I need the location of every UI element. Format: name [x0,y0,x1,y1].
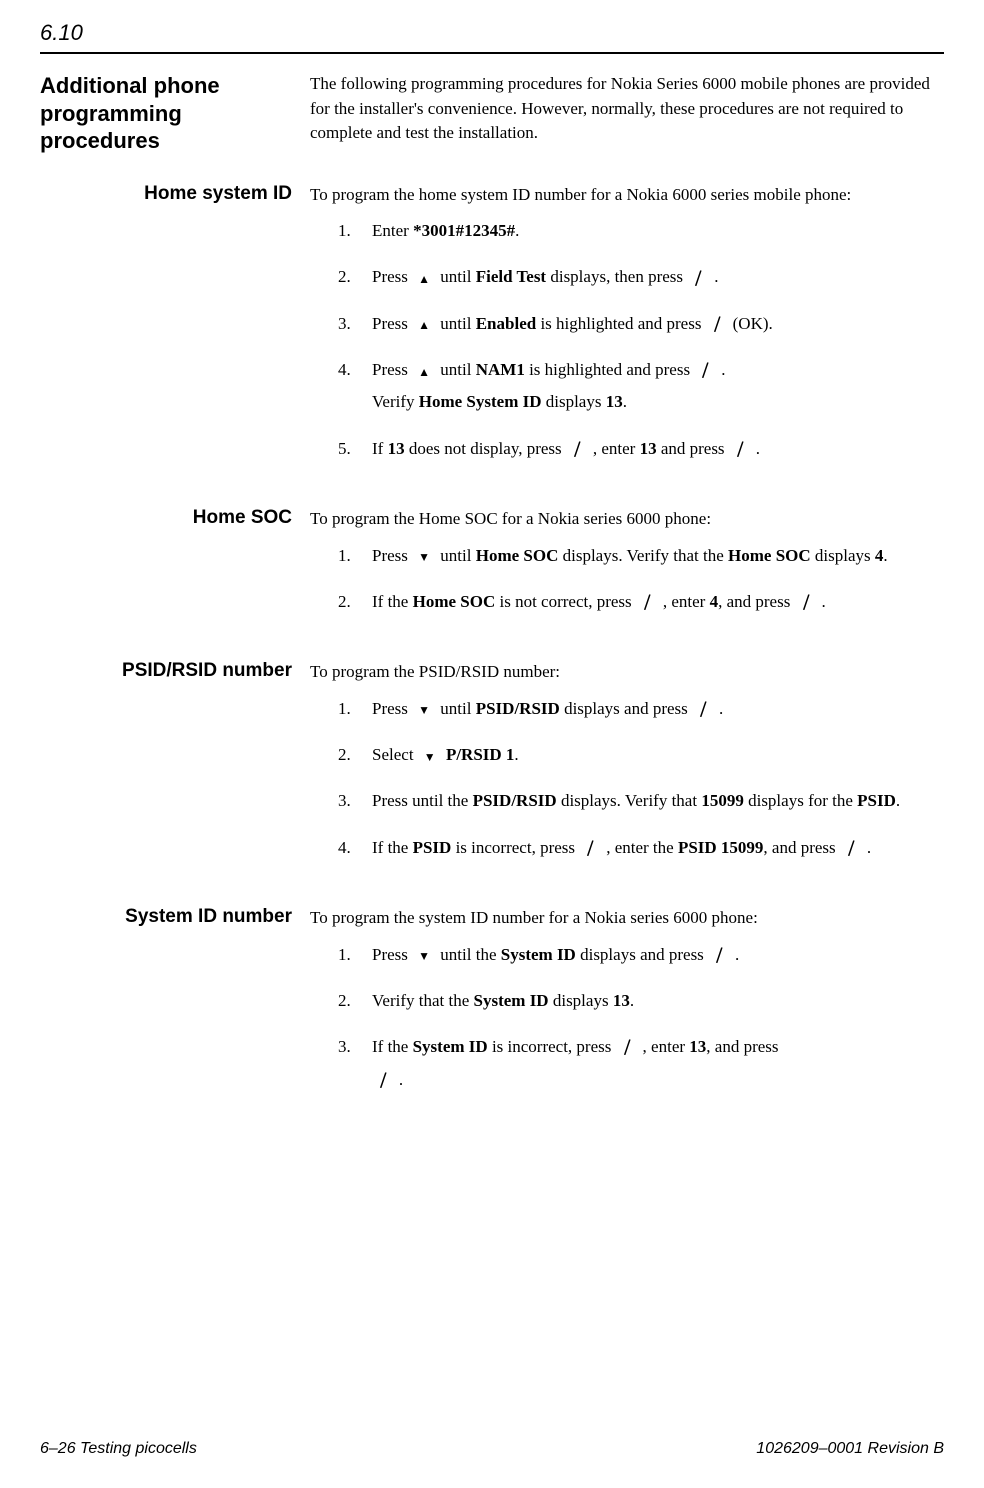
section-number: 6.10 [40,20,944,46]
up-icon [412,317,436,332]
list-item: 1.Enter *3001#12345#. [338,215,944,247]
footer: 6–26 Testing picocells 1026209–0001 Revi… [40,1440,944,1458]
list-item: 2.Select P/RSID 1. [338,739,944,771]
list-item: 1.Press until PSID/RSID displays and pre… [338,693,944,725]
home-soc-intro: To program the Home SOC for a Nokia seri… [310,507,944,532]
step-text: Press until PSID/RSID displays and press… [372,693,944,725]
softkey-icon [706,942,732,970]
list-item: 2.Press until Field Test displays, then … [338,261,944,293]
home-soc-row: Home SOC To program the Home SOC for a N… [40,507,944,632]
step-num: 1. [338,939,372,971]
softkey-icon [577,835,603,863]
step-text: Verify that the System ID displays 13. [372,985,944,1017]
main-intro: The following programming procedures for… [310,72,944,146]
step-num: 2. [338,261,372,293]
list-item: 4.If the PSID is incorrect, press , ente… [338,832,944,864]
list-item: 5.If 13 does not display, press , enter … [338,433,944,465]
home-system-id-intro: To program the home system ID number for… [310,183,944,208]
step-text: If the Home SOC is not correct, press , … [372,586,944,618]
psid-row: PSID/RSID number To program the PSID/RSI… [40,660,944,878]
step-num: 4. [338,832,372,864]
up-icon [412,364,436,379]
psid-heading-col: PSID/RSID number [40,660,310,682]
system-id-heading: System ID number [40,906,292,928]
step-num: 3. [338,785,372,817]
step-text: Press until Enabled is highlighted and p… [372,308,944,340]
list-item: 3.Press until the PSID/RSID displays. Ve… [338,785,944,817]
main-heading-col: Additional phone programming procedures [40,72,310,155]
home-system-id-row: Home system ID To program the home syste… [40,183,944,479]
softkey-icon [564,436,590,464]
list-item: 2.Verify that the System ID displays 13. [338,985,944,1017]
home-soc-body: To program the Home SOC for a Nokia seri… [310,507,944,632]
list-item: 2.If the Home SOC is not correct, press … [338,586,944,618]
down-icon [412,948,436,963]
home-system-id-heading-col: Home system ID [40,183,310,205]
softkey-icon [634,589,660,617]
system-id-intro: To program the system ID number for a No… [310,906,944,931]
footer-right: 1026209–0001 Revision B [756,1440,944,1458]
down-icon [412,549,436,564]
psid-steps: 1.Press until PSID/RSID displays and pre… [310,693,944,864]
footer-left: 6–26 Testing picocells [40,1440,197,1458]
step-num: 3. [338,1031,372,1096]
step-text: Press until NAM1 is highlighted and pres… [372,354,944,419]
softkey-icon [793,589,819,617]
psid-heading: PSID/RSID number [40,660,292,682]
step-text: If 13 does not display, press , enter 13… [372,433,944,465]
softkey-icon [727,436,753,464]
step-text: Press until the PSID/RSID displays. Veri… [372,785,944,817]
home-soc-heading: Home SOC [40,507,292,529]
step-num: 1. [338,693,372,725]
step-num: 2. [338,985,372,1017]
step-num: 2. [338,586,372,618]
softkey-icon [690,696,716,724]
step-num: 5. [338,433,372,465]
system-id-row: System ID number To program the system I… [40,906,944,1110]
softkey-icon [838,835,864,863]
step-text: If the PSID is incorrect, press , enter … [372,832,944,864]
step-text: Enter *3001#12345#. [372,215,944,247]
softkey-icon [692,357,718,385]
main-heading: Additional phone programming procedures [40,72,292,155]
system-id-steps: 1.Press until the System ID displays and… [310,939,944,1096]
softkey-icon [614,1035,640,1063]
step-num: 2. [338,739,372,771]
step-num: 1. [338,215,372,247]
softkey-icon [685,265,711,293]
psid-body: To program the PSID/RSID number: 1.Press… [310,660,944,878]
step-num: 4. [338,354,372,419]
main-row: Additional phone programming procedures … [40,72,944,155]
up-icon [412,271,436,286]
step-num: 1. [338,540,372,572]
softkey-icon [370,1067,396,1095]
list-item: 1.Press until the System ID displays and… [338,939,944,971]
step-text: Press until the System ID displays and p… [372,939,944,971]
step-text: If the System ID is incorrect, press , e… [372,1031,944,1096]
home-soc-heading-col: Home SOC [40,507,310,529]
list-item: 4.Press until NAM1 is highlighted and pr… [338,354,944,419]
system-id-heading-col: System ID number [40,906,310,928]
step-text: Select P/RSID 1. [372,739,944,771]
psid-intro: To program the PSID/RSID number: [310,660,944,685]
step-num: 3. [338,308,372,340]
home-system-id-steps: 1.Enter *3001#12345#. 2.Press until Fiel… [310,215,944,465]
down-icon [418,749,442,764]
divider [40,52,944,54]
system-id-body: To program the system ID number for a No… [310,906,944,1110]
step-text: Press until Field Test displays, then pr… [372,261,944,293]
home-soc-steps: 1.Press until Home SOC displays. Verify … [310,540,944,619]
softkey-icon [704,311,730,339]
list-item: 1.Press until Home SOC displays. Verify … [338,540,944,572]
step-text: Press until Home SOC displays. Verify th… [372,540,944,572]
down-icon [412,702,436,717]
list-item: 3.Press until Enabled is highlighted and… [338,308,944,340]
home-system-id-body: To program the home system ID number for… [310,183,944,479]
home-system-id-heading: Home system ID [40,183,292,205]
list-item: 3.If the System ID is incorrect, press ,… [338,1031,944,1096]
